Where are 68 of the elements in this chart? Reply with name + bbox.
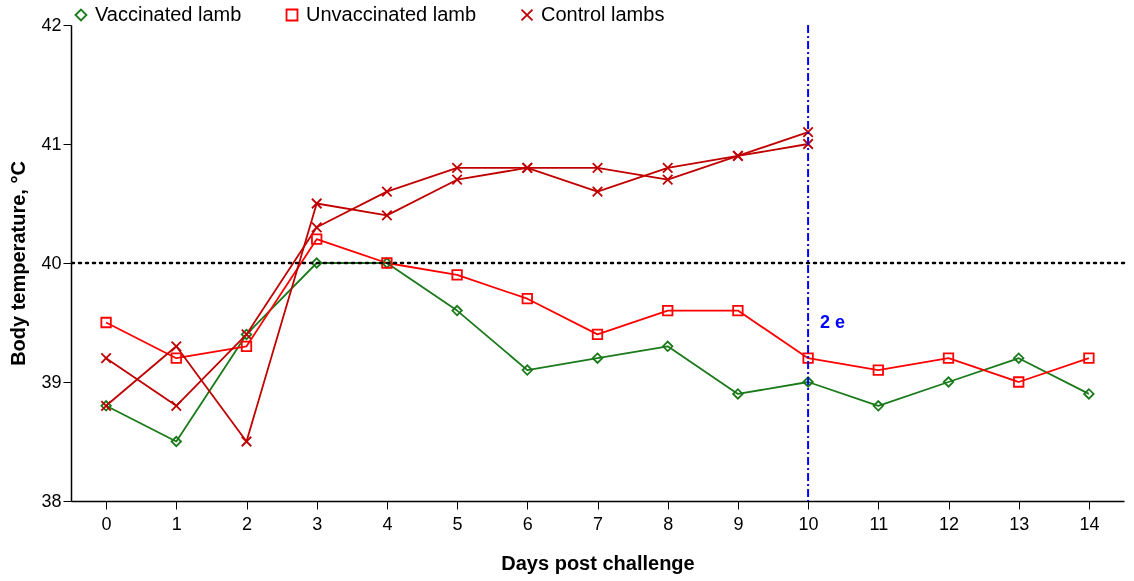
point — [311, 257, 323, 269]
point — [521, 293, 533, 305]
point — [591, 185, 604, 198]
point — [170, 400, 182, 412]
y-tick-label: 42 — [41, 14, 62, 35]
y-tick-label: 40 — [41, 252, 62, 273]
point — [942, 376, 955, 388]
x-tick-label: 5 — [452, 513, 463, 534]
point — [591, 328, 604, 341]
point — [170, 435, 182, 448]
y-axis-title: Body temperature, °C — [7, 161, 30, 366]
x-tick-label: 12 — [938, 513, 960, 534]
point — [451, 174, 463, 186]
point — [662, 340, 674, 352]
point — [662, 174, 674, 186]
point — [451, 269, 463, 281]
point — [1013, 352, 1025, 364]
point — [872, 400, 884, 412]
point — [591, 162, 604, 174]
point — [100, 352, 112, 364]
x-tick-label: 3 — [312, 513, 323, 534]
point — [732, 304, 744, 317]
point — [240, 435, 253, 448]
point — [1083, 352, 1095, 364]
x-tick-label: 6 — [522, 513, 533, 534]
point — [100, 316, 112, 329]
point — [802, 138, 814, 150]
legend-label: Unvaccinated lamb — [306, 3, 477, 25]
legend-label: Vaccinated lamb — [95, 3, 242, 25]
point — [240, 340, 253, 352]
annotation: 2 e — [820, 311, 846, 332]
point — [170, 340, 182, 352]
point — [872, 364, 884, 376]
x-tick-label: 0 — [101, 513, 112, 534]
point — [662, 304, 674, 317]
x-tick-label: 11 — [869, 513, 889, 534]
x-tick-label: 9 — [733, 513, 744, 534]
point — [802, 126, 814, 138]
point — [1083, 388, 1095, 400]
x-tick-label: 4 — [382, 513, 393, 534]
legend-label: Control lambs — [541, 3, 665, 25]
y-tick-label: 38 — [41, 490, 62, 511]
point — [311, 197, 323, 210]
point — [1013, 376, 1025, 388]
x-tick-label: 2 — [241, 513, 253, 534]
point — [451, 304, 463, 317]
x-tick-label: 1 — [171, 513, 182, 534]
x-tick-label: 10 — [798, 513, 819, 534]
x-tick-label: 7 — [592, 513, 604, 534]
y-tick-label: 39 — [41, 371, 62, 392]
point — [311, 233, 323, 245]
point — [521, 364, 533, 376]
point — [381, 209, 393, 222]
point — [802, 376, 814, 388]
point — [170, 352, 182, 364]
x-tick-label: 14 — [1079, 513, 1100, 534]
point — [802, 352, 814, 364]
point — [591, 352, 604, 364]
point — [451, 162, 463, 174]
x-axis-title: Days post challenge — [501, 551, 695, 574]
point — [732, 388, 744, 400]
x-tick-label: 13 — [1009, 513, 1030, 534]
x-tick-label: 8 — [663, 513, 674, 534]
y-tick-label: 41 — [41, 133, 62, 154]
point — [662, 162, 674, 174]
point — [311, 221, 323, 233]
point — [381, 185, 393, 198]
point — [942, 352, 955, 364]
